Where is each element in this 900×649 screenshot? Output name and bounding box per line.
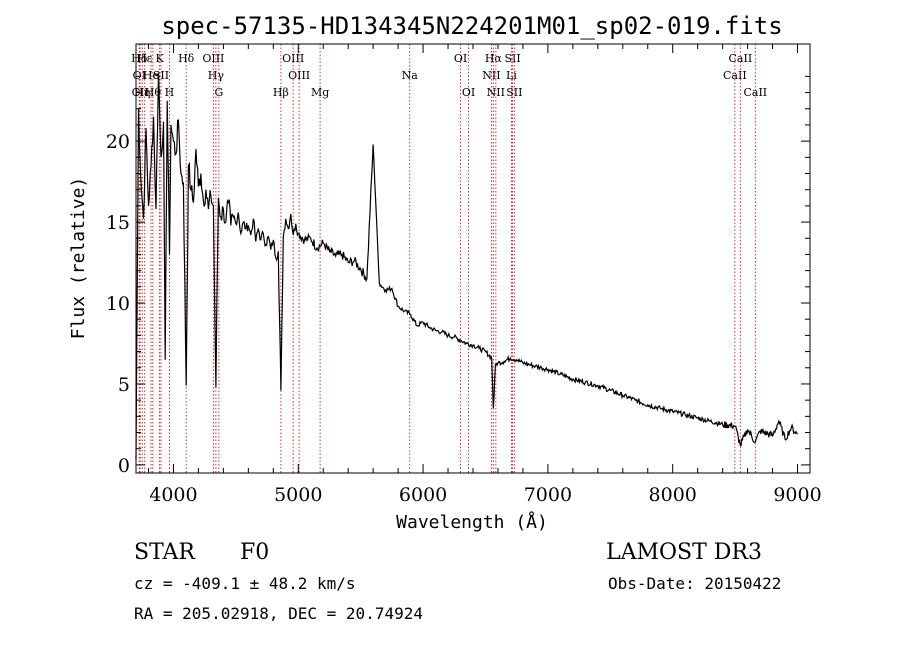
- line-label-SII: SII: [153, 69, 169, 82]
- line-label-Na: Na: [402, 69, 419, 82]
- y-tick-label: 5: [118, 374, 130, 396]
- line-label-Mg: Mg: [311, 86, 329, 99]
- line-label-H: H: [165, 86, 175, 99]
- line-label-NII_b: NII: [487, 86, 505, 99]
- y-axis-label: Flux (relative): [68, 177, 89, 340]
- line-label-Li: Li: [506, 69, 517, 82]
- line-label-OIII_b: OIII: [282, 52, 304, 65]
- y-tick-label: 0: [118, 455, 130, 477]
- x-tick-label: 6000: [399, 484, 447, 506]
- line-label-G: G: [214, 86, 223, 99]
- y-axis: 0 5 10 15 20: [106, 75, 810, 477]
- y-tick-label: 20: [106, 131, 130, 153]
- line-label-Hη: Hη: [134, 86, 150, 99]
- object-subclass: F0: [240, 540, 270, 565]
- line-label-SII_a: SII: [504, 52, 520, 65]
- line-label-CaII_c: CaII: [743, 86, 767, 99]
- line-label-SII_b: SII: [506, 86, 522, 99]
- line-label-OI_a: OI: [454, 52, 467, 65]
- line-marks-group: HδOICIIHηHεHeHθKSIIHHδOIIIHγGHβOIIIOIIIM…: [131, 44, 767, 473]
- redshift-text: cz = -409.1 ± 48.2 km/s: [134, 574, 356, 593]
- line-label-OI_b: OI: [462, 86, 475, 99]
- line-label-Hδ: Hδ: [178, 52, 195, 65]
- object-class: STAR: [134, 540, 195, 565]
- x-axis-label: Wavelength (Å): [396, 511, 548, 533]
- line-label-He: He: [143, 69, 159, 82]
- x-tick-label: 5000: [274, 484, 322, 506]
- line-label-Hθ: Hθ: [145, 86, 162, 99]
- coordinates: RA = 205.02918, DEC = 20.74924: [134, 604, 423, 623]
- x-tick-label: 4000: [149, 484, 197, 506]
- line-label-NII_a: NII: [482, 69, 500, 82]
- line-label-Hα: Hα: [485, 52, 503, 65]
- line-label-CaII_b: CaII: [729, 52, 753, 65]
- obs-date: Obs-Date: 20150422: [608, 574, 782, 593]
- x-axis: 4000 5000 6000 7000 8000 9000: [147, 44, 822, 506]
- x-tick-label: 8000: [649, 484, 697, 506]
- x-tick-label: 7000: [524, 484, 572, 506]
- x-tick-label: 9000: [773, 484, 821, 506]
- plot-frame: [135, 43, 811, 474]
- survey-name: LAMOST DR3: [606, 540, 762, 565]
- line-label-Kline: K: [155, 52, 164, 65]
- line-label-OIII_c: OIII: [288, 69, 310, 82]
- line-label-CaII_a: CaII: [723, 69, 747, 82]
- chart-title: spec-57135-HD134345N224201M01_sp02-019.f…: [161, 12, 782, 40]
- line-label-Hγ: Hγ: [208, 69, 225, 82]
- line-label-OIII_a: OIII: [202, 52, 224, 65]
- y-tick-label: 15: [106, 212, 130, 234]
- line-label-Hβ: Hβ: [273, 86, 289, 99]
- spectrum-line: [135, 73, 798, 461]
- y-tick-label: 10: [106, 293, 130, 315]
- line-label-Hζ: Hε: [137, 52, 153, 65]
